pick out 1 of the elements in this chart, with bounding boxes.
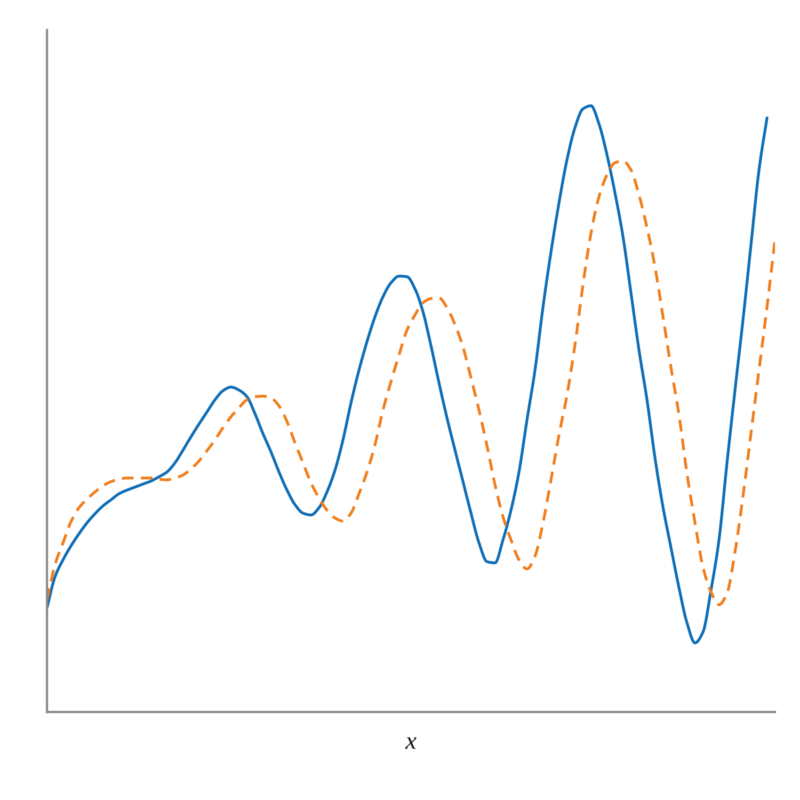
x-axis-title: x (405, 737, 416, 749)
